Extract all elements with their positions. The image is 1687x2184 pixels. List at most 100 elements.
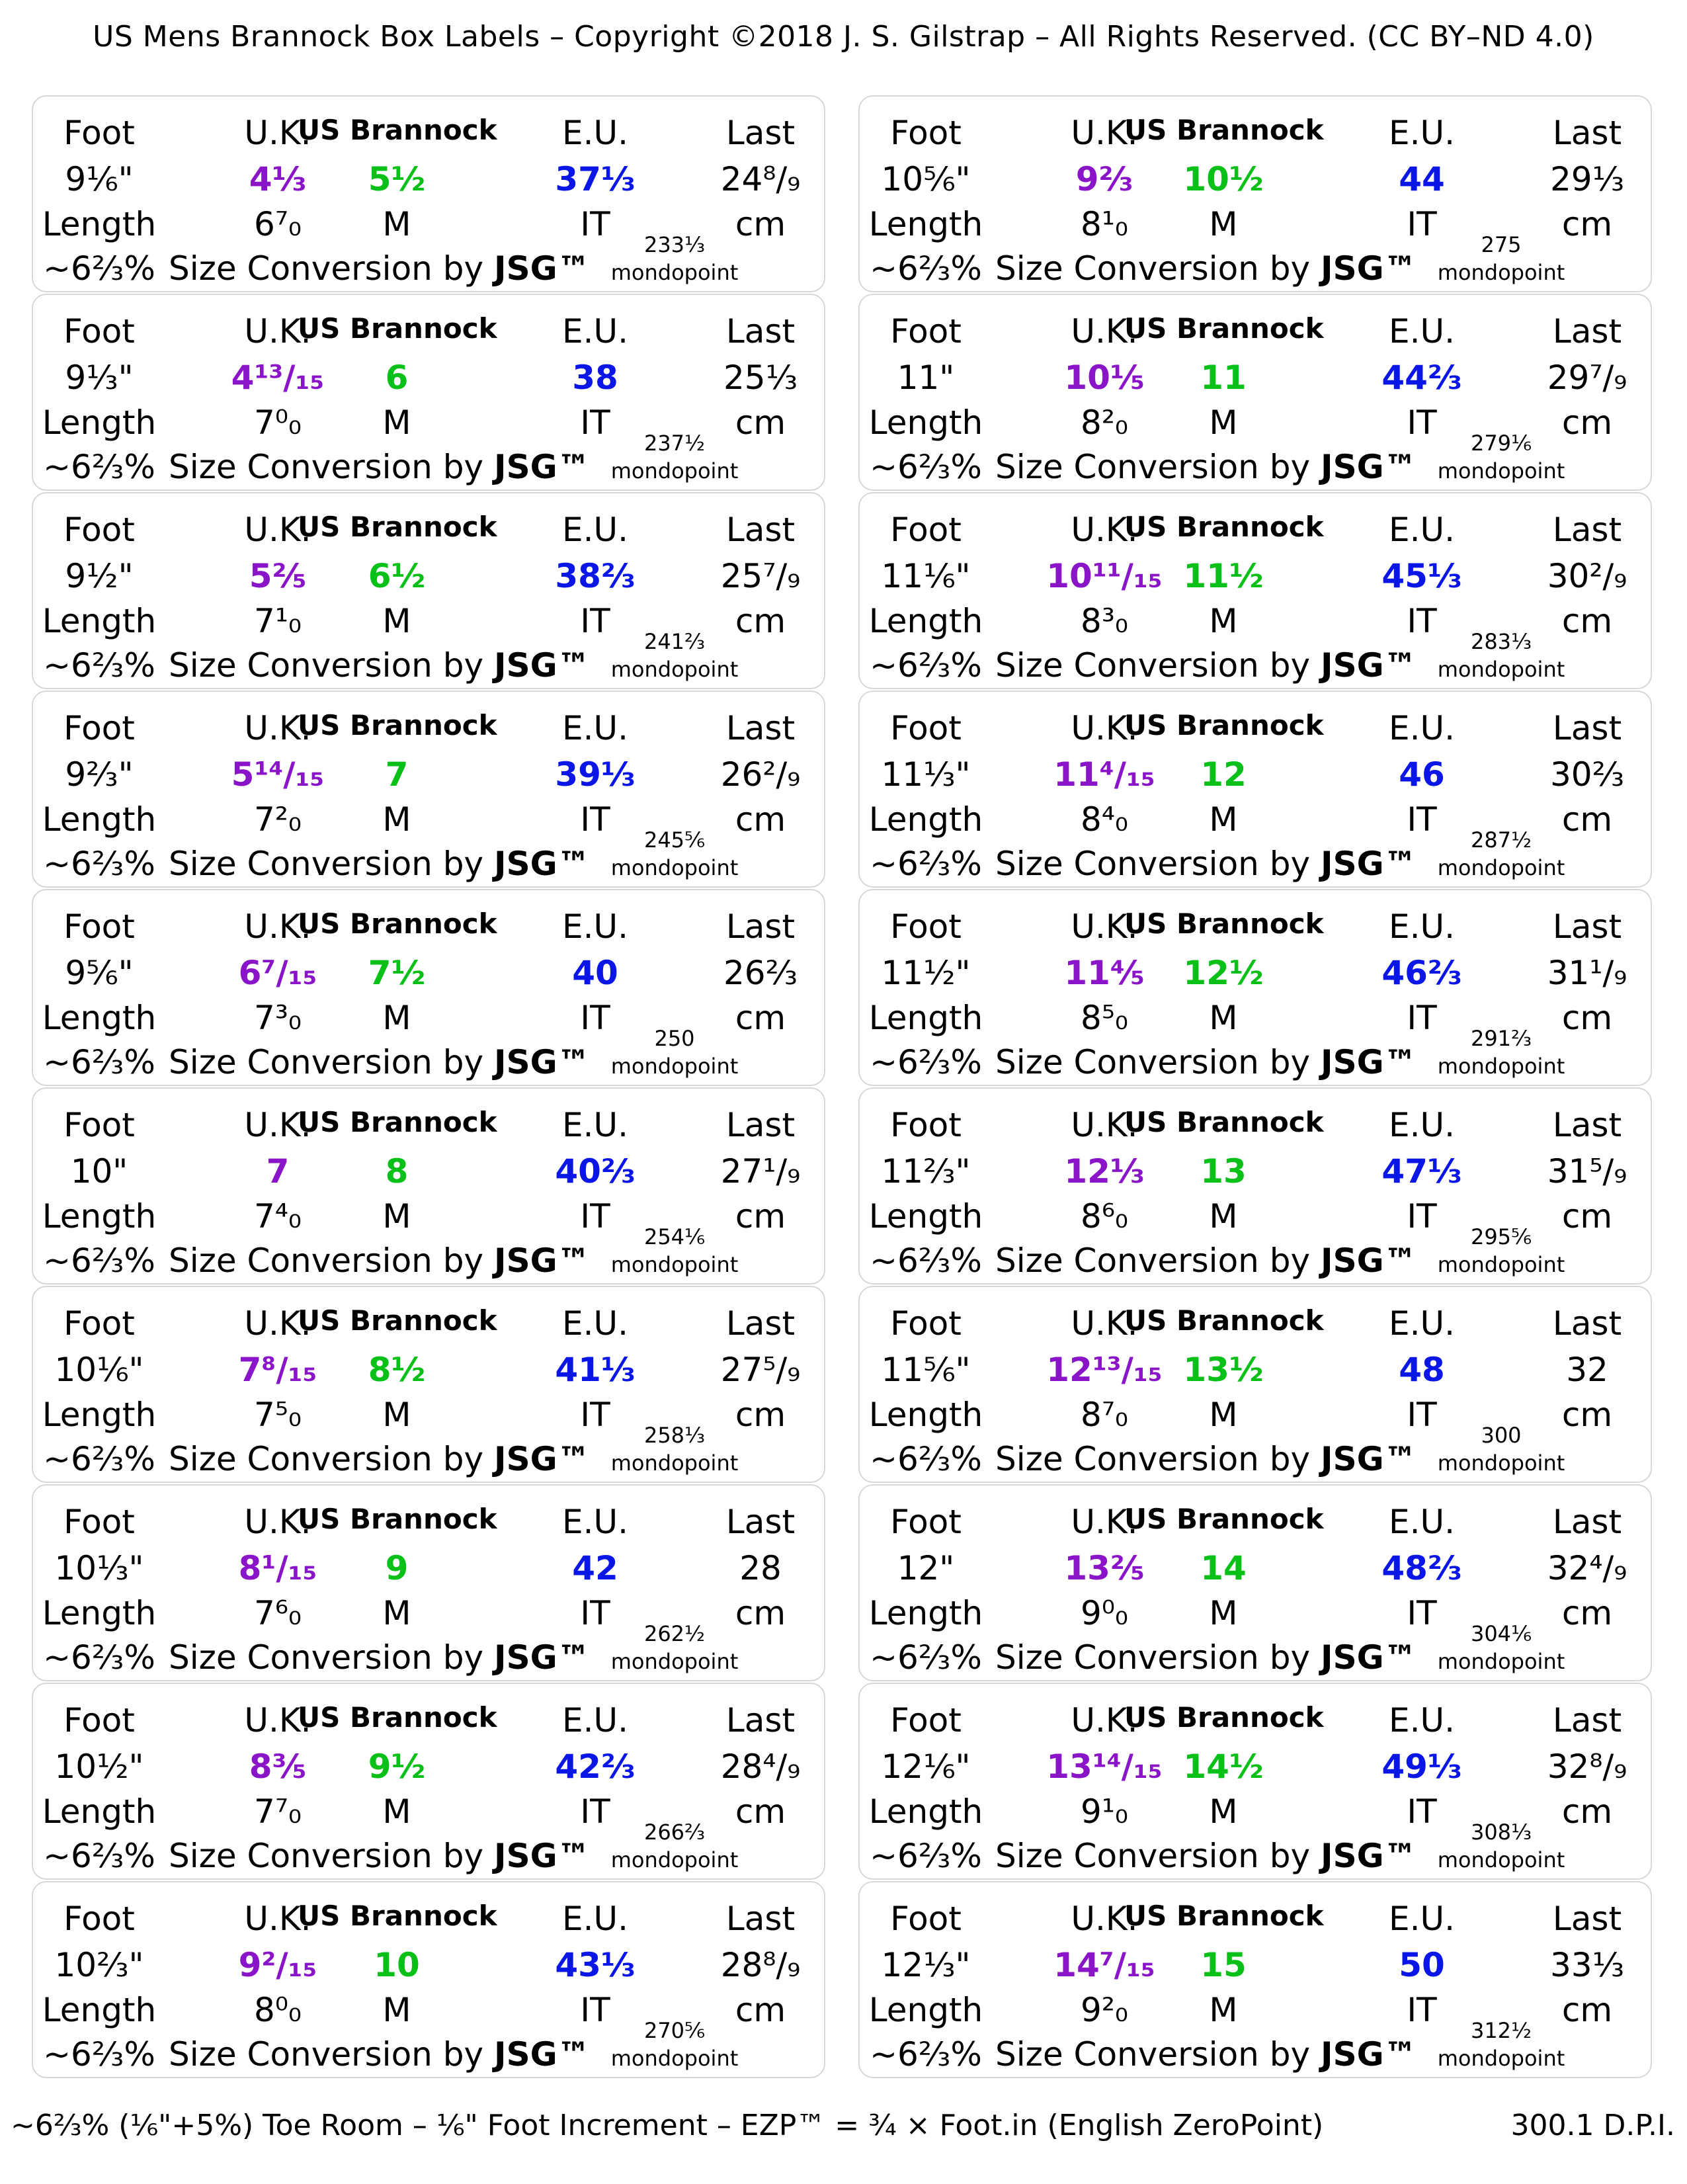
foot-size: 11" xyxy=(897,358,955,397)
size-conversion-text: Size Conversion by xyxy=(169,249,494,288)
eu-size: 47⅓ xyxy=(1381,1152,1462,1191)
it-label: IT xyxy=(580,403,610,442)
uk-heading: U.K. xyxy=(1071,907,1138,946)
foot-heading: Foot xyxy=(890,1106,962,1144)
last-heading: Last xyxy=(1552,114,1622,152)
uk-size: 11⁴/₁₅ xyxy=(1053,755,1155,794)
last-size: 28⁴/₉ xyxy=(720,1747,801,1786)
length-label: Length xyxy=(868,403,983,442)
ezp-value: 8²₀ xyxy=(1081,403,1128,442)
mondopoint-label: mondopoint xyxy=(1437,2046,1565,2071)
size-conversion-text: Size Conversion by xyxy=(995,2035,1321,2074)
toe-room-label: ~6⅔% xyxy=(870,845,982,883)
eu-size: 44⅔ xyxy=(1381,358,1462,397)
size-label-card: Foot U.K. US Brannock E.U. Last 9⅔" 5¹⁴/₁₅ 7 39⅓… xyxy=(32,691,825,888)
size-conversion-credit: Size Conversion by JSG™ xyxy=(169,450,591,483)
foot-heading: Foot xyxy=(890,907,962,946)
length-label: Length xyxy=(868,1396,983,1434)
toe-room-label: ~6⅔% xyxy=(870,1837,982,1875)
ezp-value: 8⁶₀ xyxy=(1081,1197,1128,1236)
toe-room-label: ~6⅔% xyxy=(870,1043,982,1081)
jsg-brand: JSG™ xyxy=(1320,1440,1417,1478)
us-size: 7 xyxy=(385,755,409,794)
length-label: Length xyxy=(868,1792,983,1831)
foot-size: 12⅙" xyxy=(881,1747,971,1786)
size-conversion-credit: Size Conversion by JSG™ xyxy=(169,649,591,682)
uk-heading: U.K. xyxy=(244,709,311,747)
foot-size: 12⅓" xyxy=(881,1946,971,1984)
last-heading: Last xyxy=(725,1106,796,1144)
mondopoint-value: 275 xyxy=(1481,232,1522,257)
toe-room-label: ~6⅔% xyxy=(43,646,155,685)
size-conversion-text: Size Conversion by xyxy=(169,2035,494,2074)
length-label: Length xyxy=(42,1792,157,1831)
length-label: Length xyxy=(42,1594,157,1632)
eu-heading: E.U. xyxy=(562,1304,628,1343)
jsg-brand: JSG™ xyxy=(493,1043,591,1081)
ezp-value: 7⁴₀ xyxy=(254,1197,302,1236)
size-label-card: Foot U.K. US Brannock E.U. Last 11½" 11⅘ 12½ 46⅔… xyxy=(858,889,1652,1086)
last-size: 30⅔ xyxy=(1549,755,1625,794)
toe-room-label: ~6⅔% xyxy=(43,1241,155,1280)
cm-label: cm xyxy=(735,1396,786,1434)
us-brannock-heading: US Brannock xyxy=(298,114,497,146)
foot-size: 9⅓" xyxy=(65,358,134,397)
ezp-value: 8³₀ xyxy=(1081,602,1128,640)
size-label-card: Foot U.K. US Brannock E.U. Last 10⅚" 9⅔ 10½ 44 29… xyxy=(858,95,1652,292)
uk-heading: U.K. xyxy=(1071,1900,1138,1938)
mondopoint-label: mondopoint xyxy=(610,260,739,285)
us-size: 8½ xyxy=(368,1351,426,1389)
mondopoint-value: 295⅚ xyxy=(1470,1224,1532,1249)
jsg-brand: JSG™ xyxy=(493,1837,591,1875)
foot-size: 11⅙" xyxy=(881,557,971,595)
toe-room-label: ~6⅔% xyxy=(870,646,982,685)
size-label-card: Foot U.K. US Brannock E.U. Last 9½" 5⅖ 6½ 38⅔ 25⁷… xyxy=(32,492,825,689)
foot-heading: Foot xyxy=(63,1304,135,1343)
last-size: 32⁴/₉ xyxy=(1547,1549,1627,1587)
size-label-card: Foot U.K. US Brannock E.U. Last 12⅙" 13¹⁴/₁₅ 14… xyxy=(858,1683,1652,1880)
ezp-value: 8⁷₀ xyxy=(1081,1396,1128,1434)
foot-heading: Foot xyxy=(890,511,962,549)
us-brannock-heading: US Brannock xyxy=(1124,1106,1324,1138)
mondopoint-value: 300 xyxy=(1481,1423,1522,1448)
page-title: US Mens Brannock Box Labels – Copyright … xyxy=(93,20,1594,54)
foot-heading: Foot xyxy=(63,1701,135,1740)
us-size: 10 xyxy=(374,1946,420,1984)
size-conversion-text: Size Conversion by xyxy=(169,1241,494,1280)
foot-heading: Foot xyxy=(63,114,135,152)
foot-heading: Foot xyxy=(63,1900,135,1938)
last-heading: Last xyxy=(1552,1701,1622,1740)
size-label-card: Foot U.K. US Brannock E.U. Last 10⅔" 9²/₁₅ 10 43… xyxy=(32,1881,825,2078)
mondopoint-label: mondopoint xyxy=(610,657,739,682)
mondopoint-label: mondopoint xyxy=(1437,1054,1565,1079)
size-label-card: Foot U.K. US Brannock E.U. Last 9⅚" 6⁷/₁₅ 7½ 40 2… xyxy=(32,889,825,1086)
uk-size: 7⁸/₁₅ xyxy=(238,1351,317,1389)
length-label: Length xyxy=(42,800,157,839)
footer-note: ~6⅔% (⅙"+5%) Toe Room – ⅙" Foot Incremen… xyxy=(11,2109,1324,2142)
last-size: 25⅓ xyxy=(723,358,798,397)
eu-size: 38⅔ xyxy=(555,557,636,595)
foot-size: 9⅔" xyxy=(65,755,134,794)
size-conversion-text: Size Conversion by xyxy=(995,1837,1321,1875)
jsg-brand: JSG™ xyxy=(1320,646,1417,685)
uk-heading: U.K. xyxy=(1071,1304,1138,1343)
uk-heading: U.K. xyxy=(244,312,311,351)
eu-size: 38 xyxy=(572,358,618,397)
us-brannock-heading: US Brannock xyxy=(298,511,497,543)
mondopoint-label: mondopoint xyxy=(1437,458,1565,483)
it-label: IT xyxy=(1407,800,1437,839)
toe-room-label: ~6⅔% xyxy=(43,845,155,883)
eu-heading: E.U. xyxy=(562,1900,628,1938)
eu-size: 42 xyxy=(572,1549,618,1587)
uk-heading: U.K. xyxy=(1071,511,1138,549)
mondopoint-value: 237½ xyxy=(643,431,706,456)
length-label: Length xyxy=(42,403,157,442)
mondopoint-label: mondopoint xyxy=(610,1054,739,1079)
length-label: Length xyxy=(42,999,157,1037)
ezp-value: 7⁷₀ xyxy=(254,1792,302,1831)
size-conversion-text: Size Conversion by xyxy=(169,448,494,486)
width-value: M xyxy=(1209,1396,1238,1434)
toe-room-label: ~6⅔% xyxy=(43,1638,155,1677)
foot-size: 10⅚" xyxy=(881,160,971,198)
width-value: M xyxy=(1209,602,1238,640)
